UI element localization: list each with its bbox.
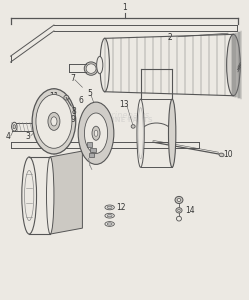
Text: 5: 5 (87, 89, 92, 98)
Ellipse shape (12, 122, 17, 131)
Ellipse shape (219, 153, 224, 157)
Ellipse shape (97, 56, 103, 74)
Ellipse shape (107, 206, 112, 208)
Ellipse shape (13, 124, 15, 129)
Bar (90, 148, 96, 152)
Ellipse shape (169, 99, 176, 167)
Text: 11: 11 (49, 92, 59, 101)
Ellipse shape (177, 216, 182, 221)
Text: 9: 9 (70, 116, 75, 124)
Ellipse shape (137, 99, 144, 167)
Text: 4: 4 (5, 132, 10, 141)
Ellipse shape (47, 157, 54, 234)
Text: 2: 2 (168, 33, 228, 42)
Ellipse shape (86, 64, 96, 73)
Ellipse shape (60, 113, 67, 130)
Text: 14: 14 (185, 206, 195, 215)
Text: 12: 12 (117, 203, 126, 212)
Ellipse shape (92, 126, 100, 140)
Ellipse shape (107, 223, 112, 225)
Ellipse shape (36, 94, 72, 148)
Text: 3: 3 (25, 132, 30, 141)
Text: 6: 6 (79, 96, 84, 105)
Ellipse shape (177, 199, 181, 201)
Ellipse shape (22, 157, 37, 234)
Ellipse shape (178, 209, 180, 211)
Bar (89, 153, 94, 157)
Text: 1: 1 (122, 3, 127, 12)
Ellipse shape (32, 89, 76, 154)
Ellipse shape (138, 108, 143, 159)
Ellipse shape (100, 38, 109, 92)
Ellipse shape (131, 124, 135, 128)
Text: 8: 8 (71, 106, 76, 116)
Ellipse shape (94, 130, 98, 136)
Ellipse shape (105, 213, 114, 218)
Ellipse shape (107, 214, 112, 217)
Ellipse shape (25, 170, 34, 220)
Text: ONLINE PARTS: ONLINE PARTS (96, 118, 153, 124)
Ellipse shape (78, 102, 114, 164)
Ellipse shape (48, 112, 60, 130)
Ellipse shape (105, 222, 114, 226)
Text: 10: 10 (224, 150, 233, 159)
Ellipse shape (227, 34, 240, 96)
Ellipse shape (175, 196, 183, 203)
Ellipse shape (176, 208, 182, 213)
Ellipse shape (105, 205, 114, 210)
Text: 13: 13 (120, 100, 129, 109)
Ellipse shape (64, 95, 69, 100)
Text: marineparts: marineparts (99, 111, 150, 120)
Bar (87, 142, 92, 147)
Polygon shape (50, 151, 82, 234)
Ellipse shape (37, 123, 41, 131)
Text: 7: 7 (70, 74, 75, 83)
Ellipse shape (84, 113, 108, 154)
Ellipse shape (51, 117, 57, 126)
Ellipse shape (84, 62, 98, 75)
